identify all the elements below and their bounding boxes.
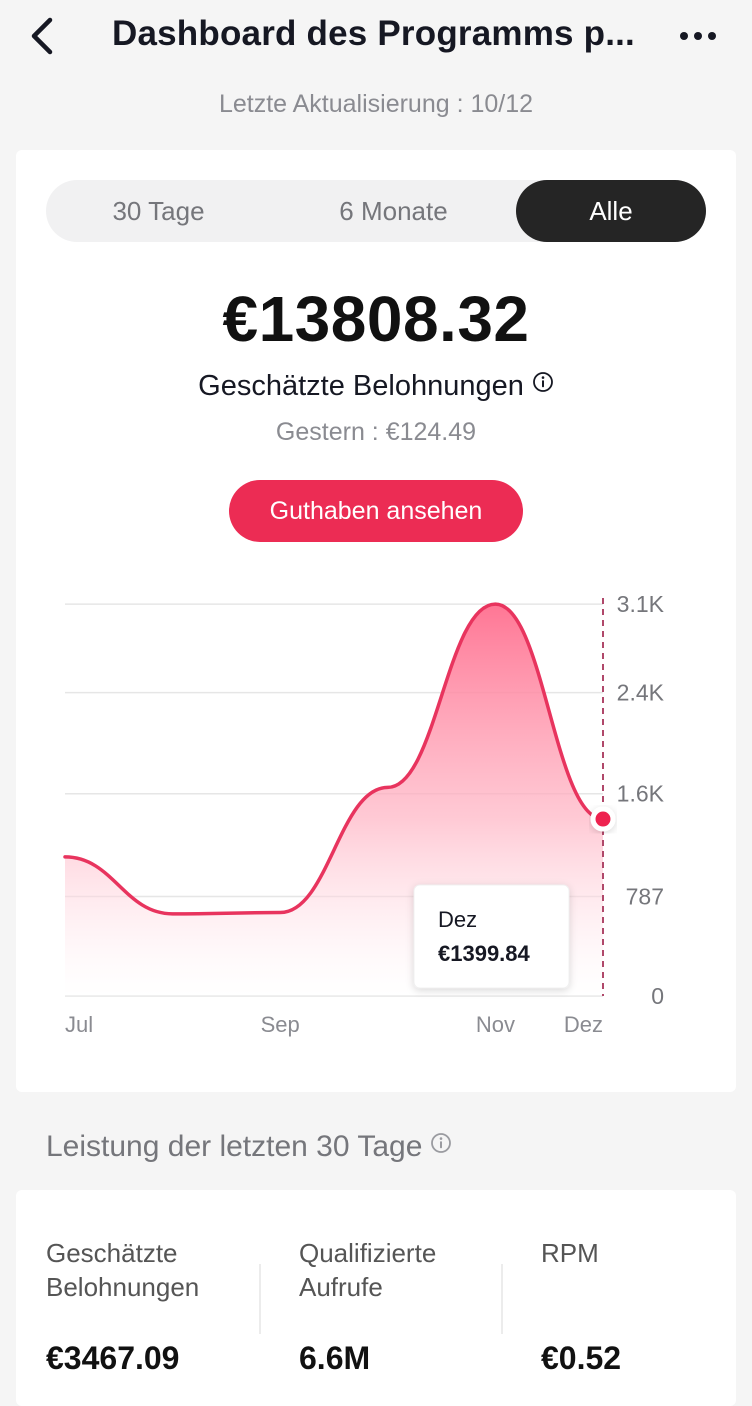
divider	[501, 1264, 503, 1334]
tooltip-value: €1399.84	[438, 941, 531, 966]
y-tick-label: 1.6K	[617, 781, 665, 807]
tab-6-months[interactable]: 6 Monate	[339, 196, 448, 226]
stat-label: Aufrufe	[299, 1272, 383, 1302]
rewards-card: 30 Tage 6 Monate Alle €13808.32 Geschätz…	[16, 150, 736, 1092]
x-tick-label: Jul	[65, 1012, 93, 1037]
performance-card: Geschätzte Belohnungen €3467.09 Qualifiz…	[16, 1190, 736, 1406]
stat-value: 6.6M	[299, 1340, 371, 1376]
view-balance-button[interactable]: Guthaben ansehen	[229, 480, 523, 542]
stat-label: RPM	[541, 1238, 599, 1268]
info-icon[interactable]	[430, 1128, 452, 1162]
last-updated: Letzte Aktualisierung : 10/12	[218, 90, 534, 118]
x-tick-label: Nov	[476, 1012, 515, 1037]
stat-rpm[interactable]: RPM €0.52	[541, 1236, 621, 1376]
more-button[interactable]	[672, 16, 724, 56]
stat-value: €3467.09	[46, 1340, 180, 1376]
y-tick-label: 0	[651, 983, 664, 1009]
performance-title-text: Leistung der letzten 30 Tage	[46, 1130, 423, 1163]
selected-point-marker[interactable]	[590, 806, 616, 832]
chevron-left-icon	[31, 17, 53, 55]
more-horizontal-icon	[680, 32, 716, 40]
stat-label: Belohnungen	[46, 1272, 200, 1302]
performance-title: Leistung der letzten 30 Tage	[46, 1130, 452, 1165]
tab-30-days[interactable]: 30 Tage	[112, 196, 205, 226]
stat-estimated-rewards[interactable]: Geschätzte Belohnungen €3467.09	[46, 1236, 200, 1376]
info-icon[interactable]	[532, 368, 554, 401]
page-title: Dashboard des Programms p...	[112, 14, 635, 53]
total-rewards: €13808.32	[222, 283, 530, 355]
chart-line	[63, 602, 605, 916]
estimated-rewards-label: Geschätzte Belohnungen	[198, 370, 524, 402]
header: Dashboard des Programms p...	[0, 0, 752, 76]
tab-all[interactable]: Alle	[516, 180, 706, 242]
rewards-chart: 3.1K 2.4K 1.6K 787 0 Jul Sep Nov Dez Dez €1399.…	[63, 591, 665, 1037]
stat-label: Qualifizierte	[299, 1238, 437, 1268]
stat-qualified-views[interactable]: Qualifizierte Aufrufe 6.6M	[299, 1236, 437, 1376]
yesterday-rewards: Gestern : €124.49	[275, 418, 477, 446]
y-tick-label: 787	[626, 884, 664, 910]
y-tick-label: 2.4K	[617, 680, 665, 706]
y-tick-label: 3.1K	[617, 591, 665, 617]
stat-value: €0.52	[541, 1340, 622, 1376]
estimated-rewards-heading: Geschätzte Belohnungen	[16, 370, 736, 404]
divider	[259, 1264, 261, 1334]
chart-tooltip	[413, 884, 570, 989]
stat-label: Geschätzte	[46, 1238, 178, 1268]
back-button[interactable]	[24, 12, 64, 60]
tooltip-label: Dez	[438, 907, 477, 932]
x-tick-label: Sep	[261, 1012, 300, 1037]
x-tick-label: Dez	[564, 1012, 603, 1037]
time-range-tabs: 30 Tage 6 Monate Alle	[46, 180, 706, 242]
